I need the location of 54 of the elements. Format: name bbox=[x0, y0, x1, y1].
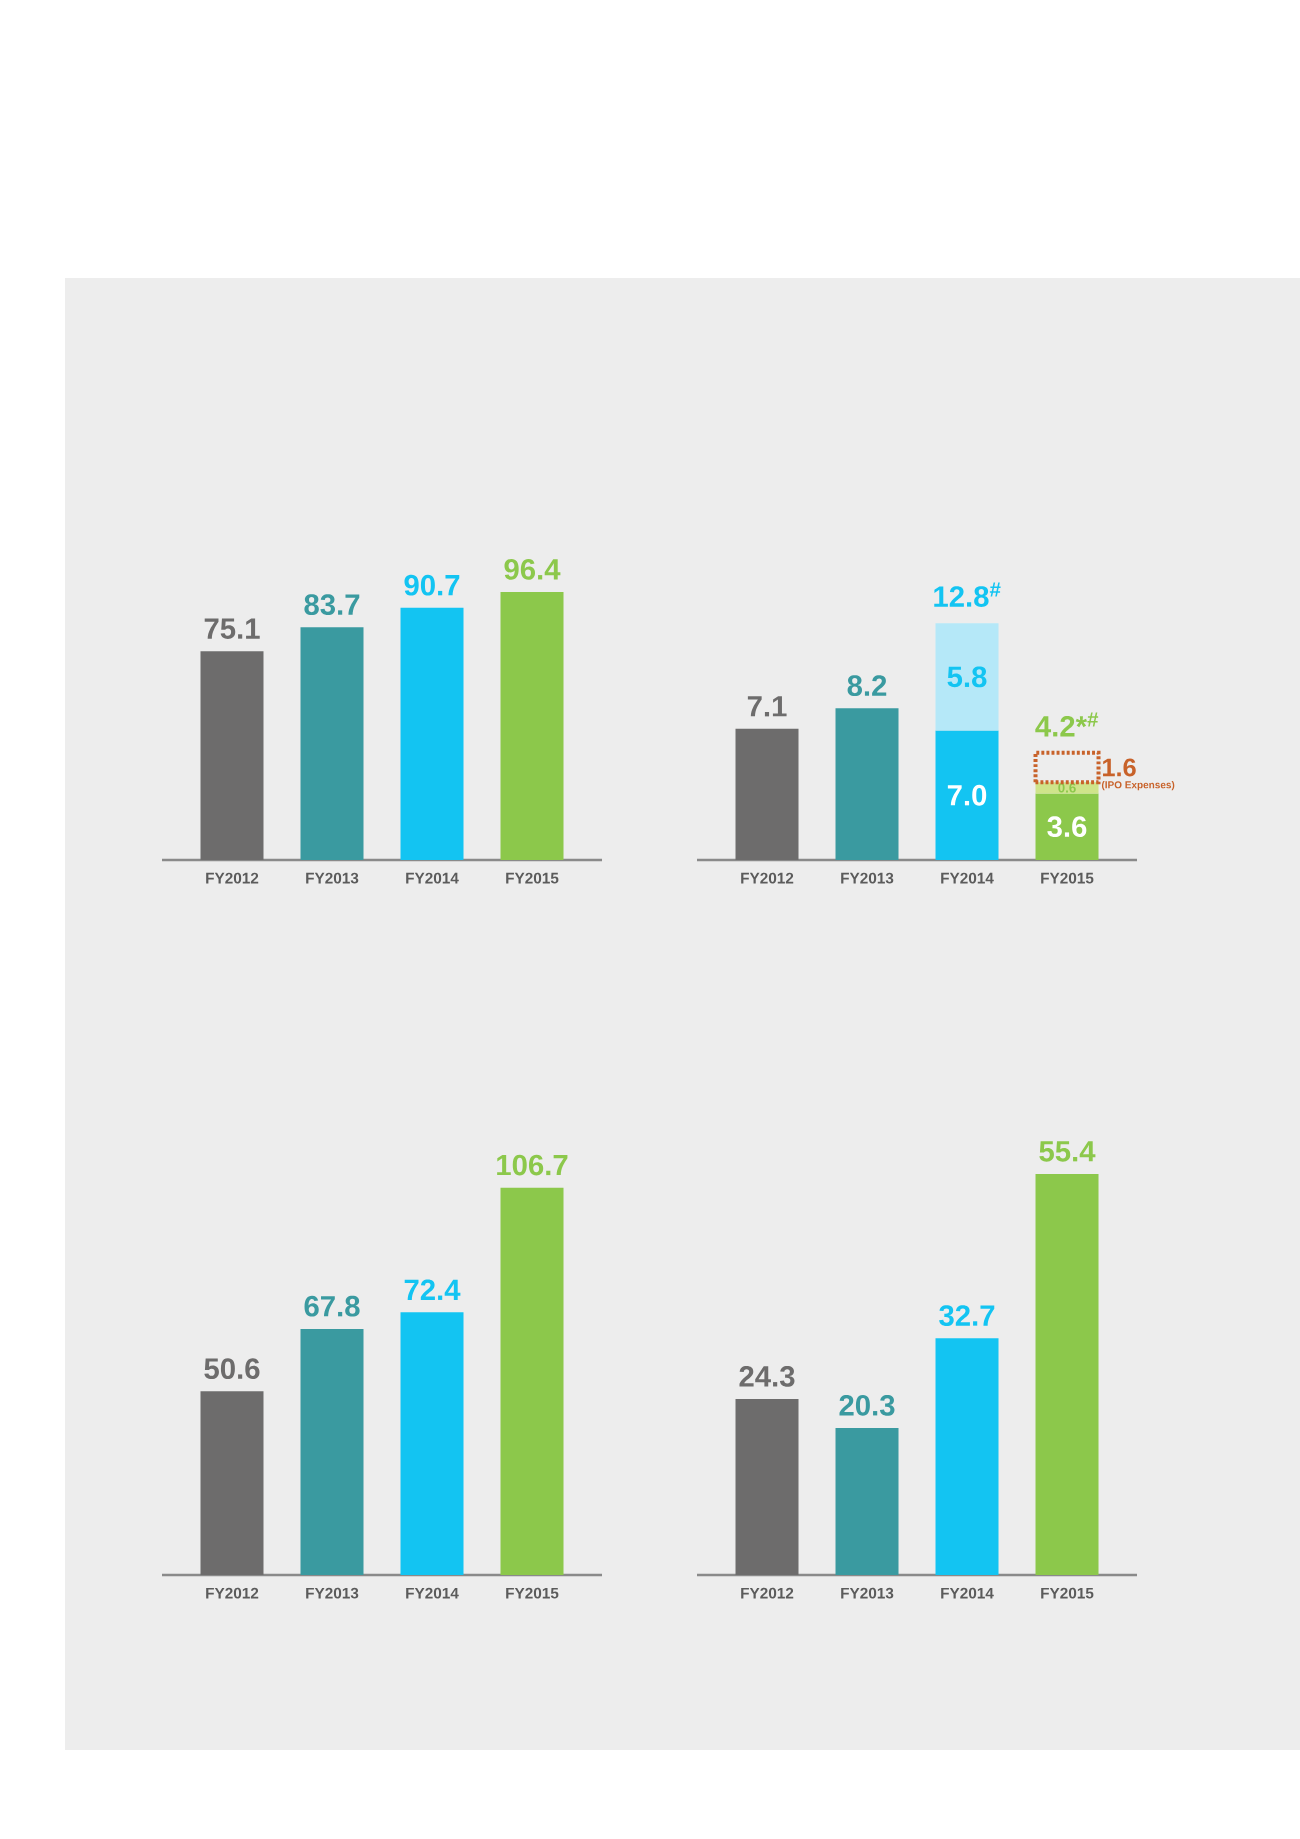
x-tick-label: FY2012 bbox=[206, 872, 259, 884]
data-label: 1.6 bbox=[1103, 758, 1136, 777]
bar bbox=[935, 730, 999, 860]
data-label: 90.7 bbox=[404, 574, 460, 596]
bar bbox=[500, 1187, 564, 1575]
x-tick-label: FY2012 bbox=[741, 872, 794, 884]
data-label: 83.7 bbox=[304, 594, 360, 616]
x-tick-label: FY2012 bbox=[741, 1587, 794, 1599]
x-tick-label: FY2013 bbox=[306, 1587, 359, 1599]
x-tick-label: FY2014 bbox=[941, 872, 994, 884]
bar bbox=[835, 708, 899, 860]
bar bbox=[735, 1399, 799, 1575]
bar bbox=[935, 623, 999, 731]
x-tick-label: FY2015 bbox=[1041, 1587, 1094, 1599]
data-label: 5.8 bbox=[947, 666, 987, 688]
x-tick-label: FY2013 bbox=[306, 872, 359, 884]
bar bbox=[400, 1312, 464, 1575]
bar bbox=[300, 627, 364, 860]
data-label: 7.1 bbox=[747, 696, 787, 717]
data-label: 106.7 bbox=[497, 1154, 568, 1176]
x-tick-label: FY2014 bbox=[406, 872, 459, 884]
bar bbox=[835, 1428, 899, 1575]
data-label: 7.0 bbox=[947, 784, 987, 806]
x-tick-label: FY2013 bbox=[841, 872, 894, 884]
data-label: 3.6 bbox=[1047, 816, 1087, 838]
x-tick-label: FY2014 bbox=[406, 1587, 459, 1599]
data-label: 67.8 bbox=[304, 1295, 360, 1317]
data-label: 50.6 bbox=[204, 1358, 260, 1380]
x-tick-label: FY2013 bbox=[841, 1587, 894, 1599]
x-tick-label: FY2015 bbox=[1041, 872, 1094, 884]
bar bbox=[200, 1391, 264, 1575]
bar bbox=[735, 728, 799, 860]
bar bbox=[1035, 793, 1099, 860]
data-label: 20.3 bbox=[839, 1394, 895, 1416]
series-label: (IPO Expenses) bbox=[1101, 781, 1175, 791]
data-label: 96.4 bbox=[504, 558, 561, 580]
bar bbox=[400, 607, 464, 860]
data-label: 8.2 bbox=[847, 675, 887, 697]
bar bbox=[500, 592, 564, 860]
data-label: 55.4 bbox=[1039, 1141, 1096, 1162]
data-label: 32.7 bbox=[939, 1305, 995, 1326]
bar bbox=[300, 1328, 364, 1575]
bar bbox=[200, 651, 264, 860]
data-label: 24.3 bbox=[739, 1365, 795, 1387]
x-tick-label: FY2012 bbox=[206, 1587, 259, 1599]
annotation: 12.8$^{#}$ bbox=[934, 582, 1001, 607]
x-tick-label: FY2015 bbox=[506, 1587, 559, 1599]
bar bbox=[935, 1338, 999, 1575]
annotation: 4.2*$^{#}$ bbox=[1035, 712, 1099, 737]
bar bbox=[1035, 1173, 1099, 1575]
data-label: 72.4 bbox=[404, 1279, 461, 1300]
x-tick-label: FY2014 bbox=[941, 1587, 994, 1599]
x-tick-label: FY2015 bbox=[506, 872, 559, 884]
data-label: 75.1 bbox=[204, 618, 260, 639]
